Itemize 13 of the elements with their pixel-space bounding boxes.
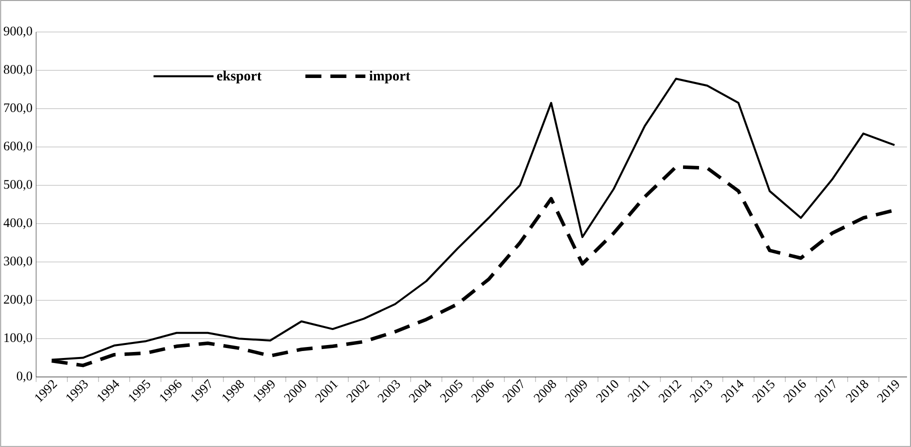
- y-tick-label: 400,0: [4, 218, 32, 229]
- y-tick-label: 100,0: [4, 333, 32, 344]
- y-tick-label: 700,0: [4, 103, 32, 114]
- y-tick-label: 600,0: [4, 142, 32, 152]
- y-tick-label: 300,0: [4, 256, 32, 268]
- y-tick-label: 0,0: [16, 372, 32, 382]
- y-tick-label: 900,0: [4, 26, 32, 38]
- y-tick-label: 200,0: [4, 295, 32, 306]
- y-tick-label: 800,0: [4, 65, 32, 76]
- x-tick-label: 2011: [628, 380, 650, 402]
- legend-label: eksport: [217, 70, 262, 84]
- legend-label: import: [369, 70, 410, 84]
- y-tick-label: 500,0: [4, 180, 32, 191]
